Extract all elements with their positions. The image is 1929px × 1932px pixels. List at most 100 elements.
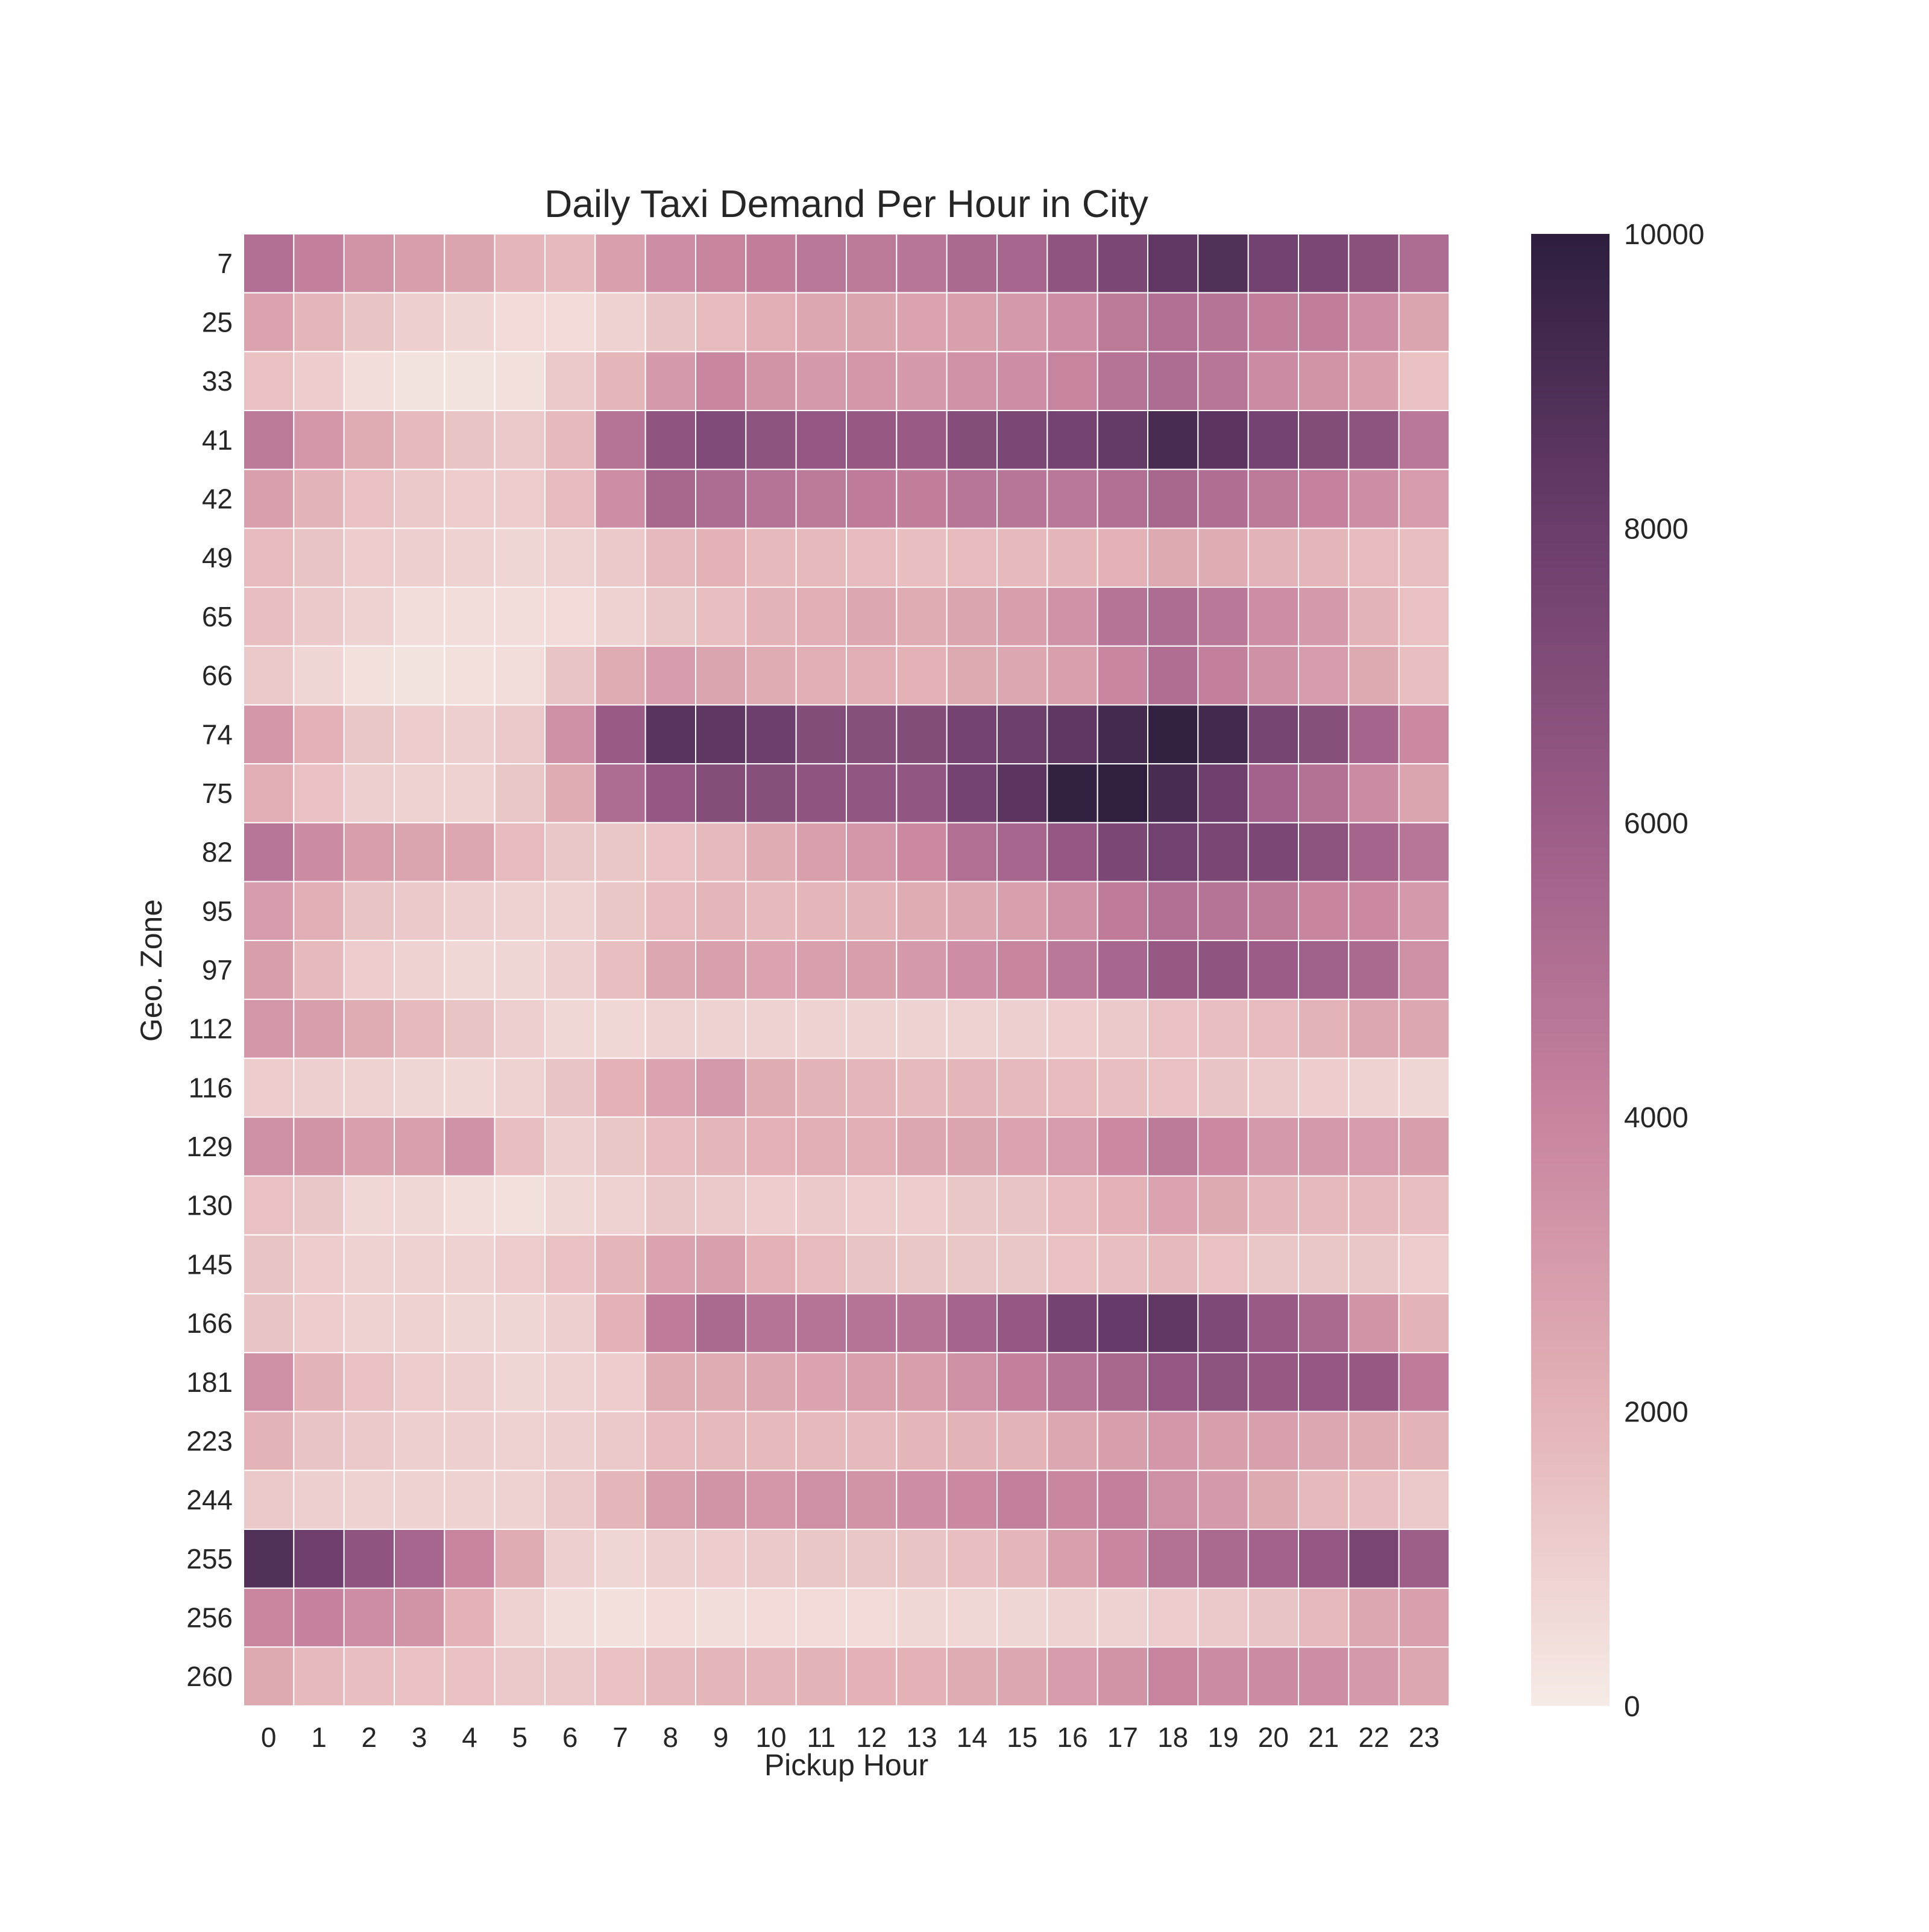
heatmap-cell-zone-41-hour-4 bbox=[444, 410, 496, 470]
heatmap-cell-zone-42-hour-13 bbox=[896, 468, 948, 529]
heatmap-cell-zone-145-hour-9 bbox=[695, 1234, 747, 1295]
x-tick-label: 12 bbox=[856, 1722, 887, 1753]
heatmap-cell-zone-82-hour-23 bbox=[1398, 822, 1450, 883]
heatmap-cell-zone-7-hour-0 bbox=[243, 233, 295, 294]
heatmap-cell-zone-112-hour-19 bbox=[1197, 998, 1249, 1059]
heatmap-cell-zone-42-hour-4 bbox=[444, 468, 496, 529]
heatmap-cell-zone-41-hour-14 bbox=[946, 410, 998, 470]
heatmap-cell-zone-116-hour-3 bbox=[394, 1057, 445, 1118]
heatmap-cell-zone-7-hour-23 bbox=[1398, 233, 1450, 294]
heatmap-cell-zone-82-hour-13 bbox=[896, 822, 948, 883]
heatmap-cell-zone-181-hour-9 bbox=[695, 1351, 747, 1412]
heatmap-cell-zone-41-hour-22 bbox=[1348, 410, 1400, 470]
heatmap-cell-zone-255-hour-13 bbox=[896, 1528, 948, 1589]
heatmap-cell-zone-166-hour-19 bbox=[1197, 1293, 1249, 1353]
heatmap-cell-zone-41-hour-2 bbox=[343, 410, 395, 470]
heatmap-cell-zone-66-hour-13 bbox=[896, 645, 948, 706]
heatmap-cell-zone-49-hour-20 bbox=[1247, 527, 1300, 588]
heatmap-cell-zone-256-hour-5 bbox=[494, 1587, 546, 1648]
heatmap-cell-zone-65-hour-11 bbox=[795, 587, 847, 647]
heatmap-cell-zone-42-hour-20 bbox=[1247, 468, 1300, 529]
heatmap-cell-zone-256-hour-20 bbox=[1247, 1587, 1300, 1648]
heatmap-cell-zone-95-hour-0 bbox=[243, 881, 295, 942]
heatmap-cell-zone-25-hour-23 bbox=[1398, 292, 1450, 353]
heatmap-cell-zone-223-hour-10 bbox=[745, 1411, 797, 1471]
heatmap-cell-zone-75-hour-10 bbox=[745, 763, 797, 823]
heatmap-cell-zone-130-hour-22 bbox=[1348, 1175, 1400, 1236]
heatmap-cell-zone-255-hour-6 bbox=[544, 1528, 596, 1589]
heatmap-cell-zone-49-hour-4 bbox=[444, 527, 496, 588]
heatmap-cell-zone-166-hour-9 bbox=[695, 1293, 747, 1353]
heatmap-cell-zone-7-hour-4 bbox=[444, 233, 496, 294]
heatmap-cell-zone-65-hour-23 bbox=[1398, 587, 1450, 647]
heatmap-cell-zone-42-hour-5 bbox=[494, 468, 546, 529]
y-axis-label: Geo. Zone bbox=[134, 899, 168, 1042]
heatmap-cell-zone-42-hour-0 bbox=[243, 468, 295, 529]
heatmap-cell-zone-130-hour-18 bbox=[1147, 1175, 1199, 1236]
heatmap-cell-zone-116-hour-8 bbox=[644, 1057, 696, 1118]
heatmap-cell-zone-97-hour-7 bbox=[594, 940, 646, 1000]
heatmap-cell-zone-256-hour-19 bbox=[1197, 1587, 1249, 1648]
heatmap-cell-zone-181-hour-10 bbox=[745, 1351, 797, 1412]
heatmap-cell-zone-82-hour-1 bbox=[293, 822, 345, 883]
heatmap-cell-zone-82-hour-12 bbox=[846, 822, 898, 883]
heatmap-cell-zone-166-hour-0 bbox=[243, 1293, 295, 1353]
heatmap-cell-zone-65-hour-13 bbox=[896, 587, 948, 647]
heatmap-cell-zone-74-hour-5 bbox=[494, 704, 546, 765]
heatmap-cell-zone-49-hour-9 bbox=[695, 527, 747, 588]
heatmap-cell-zone-116-hour-11 bbox=[795, 1057, 847, 1118]
heatmap-cell-zone-223-hour-23 bbox=[1398, 1411, 1450, 1471]
heatmap-cell-zone-244-hour-15 bbox=[996, 1470, 1048, 1530]
x-tick-label: 18 bbox=[1157, 1722, 1188, 1753]
heatmap-cell-zone-181-hour-11 bbox=[795, 1351, 847, 1412]
heatmap-cell-zone-42-hour-14 bbox=[946, 468, 998, 529]
heatmap-cell-zone-25-hour-22 bbox=[1348, 292, 1400, 353]
heatmap-cell-zone-112-hour-6 bbox=[544, 998, 596, 1059]
heatmap-cell-zone-97-hour-21 bbox=[1298, 940, 1350, 1000]
heatmap-cell-zone-41-hour-12 bbox=[846, 410, 898, 470]
heatmap-cell-zone-75-hour-13 bbox=[896, 763, 948, 823]
heatmap-cell-zone-41-hour-0 bbox=[243, 410, 295, 470]
heatmap-cell-zone-7-hour-1 bbox=[293, 233, 345, 294]
heatmap-cell-zone-255-hour-8 bbox=[644, 1528, 696, 1589]
heatmap-cell-zone-256-hour-18 bbox=[1147, 1587, 1199, 1648]
heatmap-cell-zone-74-hour-15 bbox=[996, 704, 1048, 765]
heatmap-cell-zone-25-hour-6 bbox=[544, 292, 596, 353]
heatmap-cell-zone-49-hour-15 bbox=[996, 527, 1048, 588]
heatmap-cell-zone-244-hour-22 bbox=[1348, 1470, 1400, 1530]
heatmap-cell-zone-97-hour-1 bbox=[293, 940, 345, 1000]
heatmap-cell-zone-223-hour-9 bbox=[695, 1411, 747, 1471]
heatmap-cell-zone-129-hour-11 bbox=[795, 1116, 847, 1177]
heatmap-cell-zone-166-hour-7 bbox=[594, 1293, 646, 1353]
heatmap-cell-zone-255-hour-14 bbox=[946, 1528, 998, 1589]
heatmap-cell-zone-7-hour-20 bbox=[1247, 233, 1300, 294]
heatmap-cell-zone-49-hour-8 bbox=[644, 527, 696, 588]
heatmap-cell-zone-41-hour-13 bbox=[896, 410, 948, 470]
heatmap-cell-zone-260-hour-14 bbox=[946, 1646, 998, 1707]
heatmap-cell-zone-82-hour-7 bbox=[594, 822, 646, 883]
heatmap-cell-zone-95-hour-6 bbox=[544, 881, 596, 942]
heatmap-cell-zone-65-hour-17 bbox=[1097, 587, 1148, 647]
heatmap-cell-zone-255-hour-2 bbox=[343, 1528, 395, 1589]
heatmap-cell-zone-260-hour-16 bbox=[1046, 1646, 1098, 1707]
heatmap-cell-zone-95-hour-23 bbox=[1398, 881, 1450, 942]
heatmap-cell-zone-97-hour-19 bbox=[1197, 940, 1249, 1000]
heatmap-cell-zone-260-hour-21 bbox=[1298, 1646, 1350, 1707]
heatmap-cell-zone-166-hour-12 bbox=[846, 1293, 898, 1353]
heatmap-cell-zone-33-hour-13 bbox=[896, 351, 948, 412]
heatmap-cell-zone-181-hour-0 bbox=[243, 1351, 295, 1412]
heatmap-cell-zone-116-hour-9 bbox=[695, 1057, 747, 1118]
heatmap-cell-zone-65-hour-20 bbox=[1247, 587, 1300, 647]
x-tick-label: 5 bbox=[512, 1722, 528, 1753]
heatmap-cell-zone-97-hour-16 bbox=[1046, 940, 1098, 1000]
heatmap-cell-zone-255-hour-5 bbox=[494, 1528, 546, 1589]
heatmap-cell-zone-75-hour-21 bbox=[1298, 763, 1350, 823]
heatmap-cell-zone-25-hour-4 bbox=[444, 292, 496, 353]
heatmap-cell-zone-244-hour-16 bbox=[1046, 1470, 1098, 1530]
heatmap-cell-zone-74-hour-2 bbox=[343, 704, 395, 765]
heatmap-cell-zone-41-hour-6 bbox=[544, 410, 596, 470]
heatmap-cell-zone-7-hour-22 bbox=[1348, 233, 1400, 294]
heatmap-cell-zone-33-hour-8 bbox=[644, 351, 696, 412]
heatmap-cell-zone-66-hour-7 bbox=[594, 645, 646, 706]
heatmap-cell-zone-65-hour-16 bbox=[1046, 587, 1098, 647]
